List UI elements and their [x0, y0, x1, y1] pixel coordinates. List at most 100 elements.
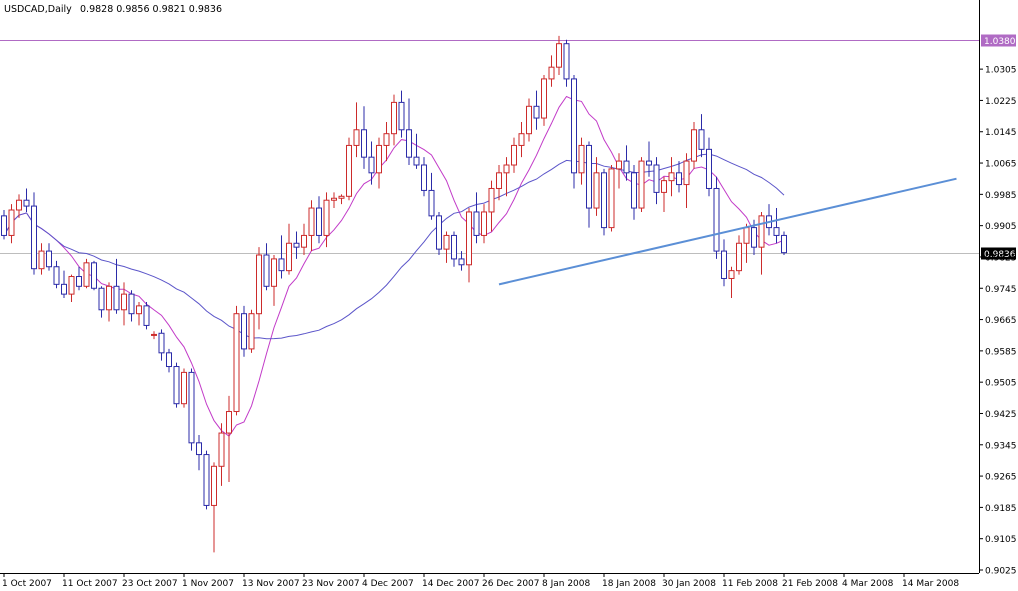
candle-body — [233, 313, 240, 413]
candle-body — [683, 160, 690, 186]
candle-body — [526, 105, 532, 135]
candle-body — [518, 133, 525, 146]
time-tick-label: 11 Oct 2007 — [62, 579, 118, 589]
time-tick-label: 8 Jan 2008 — [542, 579, 590, 589]
candle-body — [368, 156, 375, 174]
candle — [526, 98, 532, 142]
candle-body — [541, 78, 547, 119]
candle-body — [106, 285, 112, 311]
candle-body — [383, 133, 390, 146]
candle — [481, 204, 487, 244]
candle — [541, 75, 547, 126]
candle — [308, 200, 315, 252]
candle — [451, 231, 457, 267]
candle — [443, 231, 450, 263]
candle-body — [181, 371, 187, 405]
candle — [91, 260, 97, 291]
candle-body — [91, 262, 97, 289]
candle-body — [376, 144, 382, 174]
candle-body — [203, 454, 210, 506]
current-price-badge — [981, 247, 1016, 260]
candle-body — [398, 101, 405, 131]
candle — [706, 137, 712, 197]
candle — [166, 348, 172, 373]
candle-body — [758, 215, 765, 248]
candle-body — [353, 129, 360, 146]
candle — [76, 266, 82, 291]
candle-body — [751, 227, 757, 248]
time-axis-ticks: 1 Oct 2007 11 Oct 2007 23 Oct 2007 1 Nov 20… — [2, 573, 959, 589]
candle — [188, 368, 195, 451]
candle — [301, 223, 307, 255]
candle-body — [571, 78, 577, 174]
candle-body — [31, 205, 37, 270]
price-tick-label: 1.0145 — [985, 128, 1017, 138]
candle — [368, 141, 375, 185]
candle — [346, 137, 352, 201]
candle — [226, 395, 232, 482]
candle — [151, 331, 157, 340]
time-tick-label: 14 Mar 2008 — [902, 579, 959, 589]
time-tick-label: 1 Nov 2007 — [182, 579, 234, 589]
candle-body — [496, 172, 502, 189]
candle — [211, 462, 217, 553]
candle — [23, 188, 30, 212]
candle-body — [511, 144, 517, 166]
candle — [338, 194, 345, 205]
candle — [421, 157, 427, 197]
candle — [556, 35, 562, 75]
candle-body — [593, 172, 600, 209]
candle-body — [473, 211, 480, 236]
candle — [98, 286, 105, 318]
candle — [391, 94, 397, 146]
candle — [571, 75, 577, 189]
candle-body — [158, 332, 165, 354]
time-tick-label: 13 Nov 2007 — [242, 579, 300, 589]
candle — [458, 251, 465, 271]
candle-body — [706, 148, 712, 189]
candle-body — [76, 276, 82, 287]
candle-body — [413, 156, 420, 166]
candle — [293, 231, 300, 259]
candle — [353, 102, 360, 158]
price-tick-label: 0.9345 — [985, 441, 1017, 451]
candle — [623, 145, 630, 181]
candle-body — [781, 234, 787, 254]
candle — [121, 282, 127, 326]
time-tick-label: 18 Jan 2008 — [602, 579, 656, 589]
candle — [106, 282, 112, 322]
candle — [286, 223, 292, 275]
candle-body — [113, 285, 120, 311]
candle-body — [391, 101, 397, 135]
candle-body — [83, 262, 90, 287]
candle — [406, 98, 412, 165]
candle — [683, 153, 690, 209]
candle-body — [211, 465, 217, 506]
candle-body — [578, 144, 585, 174]
price-tick-label: 0.9825 — [985, 253, 1017, 263]
candle — [53, 260, 60, 289]
candle-body — [128, 293, 135, 315]
candle — [773, 208, 780, 244]
candle — [608, 165, 615, 232]
candle-body — [121, 293, 127, 311]
candle-body — [458, 258, 465, 266]
candle — [646, 141, 652, 177]
candle — [713, 176, 720, 259]
candle-body — [338, 195, 345, 199]
candle-body — [631, 172, 637, 209]
candle — [218, 423, 225, 486]
candle-body — [563, 43, 570, 80]
candle-body — [308, 207, 315, 236]
price-tick-label: 0.9505 — [985, 379, 1017, 389]
candle — [653, 157, 660, 205]
candle — [61, 270, 67, 299]
current-price-badge-text: 0.9836 — [984, 250, 1016, 260]
candle — [241, 305, 247, 357]
candle — [518, 121, 525, 158]
candle — [383, 121, 390, 162]
candle-body — [38, 250, 45, 270]
candle — [638, 157, 645, 212]
candle-body — [23, 199, 30, 207]
